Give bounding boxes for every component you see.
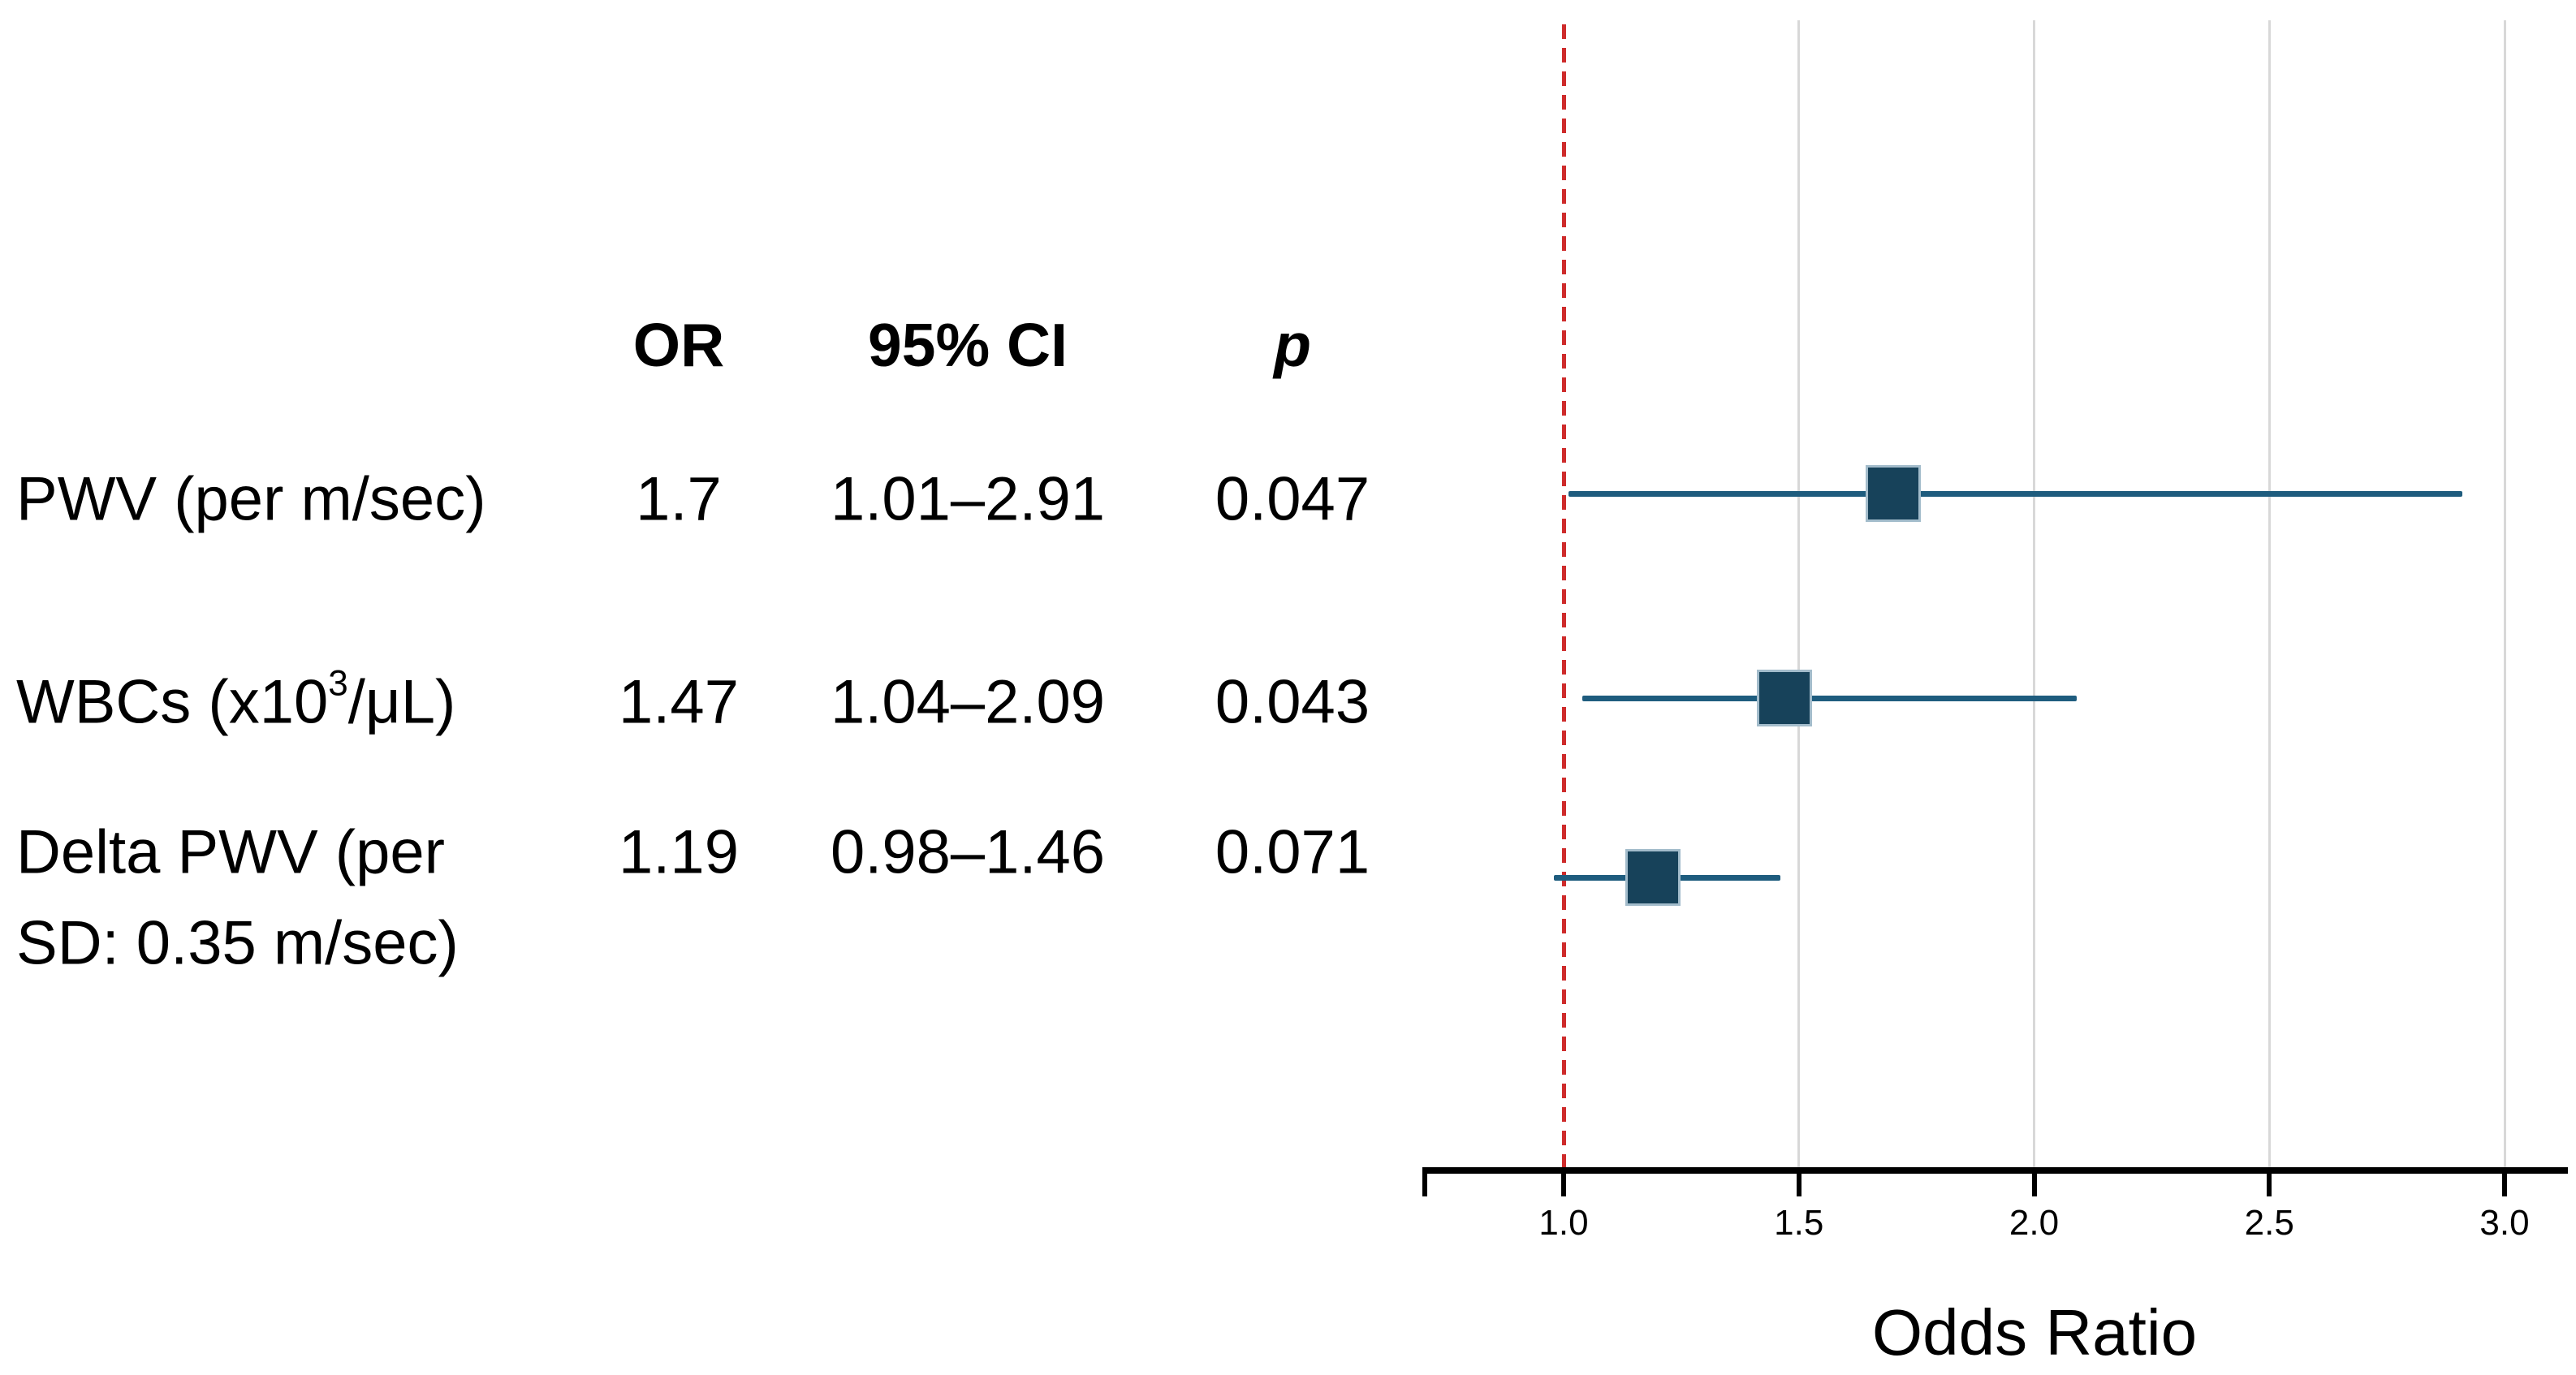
row-label-superscript: 3 bbox=[328, 663, 348, 704]
gridline bbox=[2033, 20, 2035, 1170]
row-label-text: PWV (per m/sec) bbox=[16, 464, 486, 534]
row-label: Delta PWV (per bbox=[16, 817, 445, 888]
or-value: 1.47 bbox=[619, 667, 739, 737]
x-axis-endcap-tick bbox=[1422, 1169, 1427, 1196]
x-tick bbox=[2267, 1169, 2272, 1196]
gridline bbox=[1797, 20, 1801, 1170]
x-tick bbox=[2031, 1169, 2037, 1196]
reference-line bbox=[1561, 24, 1566, 1170]
row-label-text: /μL) bbox=[347, 667, 456, 737]
ci-value: 1.01–2.91 bbox=[830, 464, 1106, 534]
ci-line bbox=[1568, 490, 2462, 497]
gridline bbox=[2503, 20, 2506, 1170]
p-value: 0.047 bbox=[1215, 464, 1370, 534]
or-marker bbox=[1625, 849, 1681, 906]
ci-value: 1.04–2.09 bbox=[830, 667, 1106, 737]
ci-line bbox=[1582, 695, 2077, 701]
x-tick-label: 1.0 bbox=[1538, 1203, 1589, 1243]
row-label-text: Delta PWV (per bbox=[16, 817, 445, 887]
x-tick-label: 3.0 bbox=[2479, 1203, 2530, 1243]
table-header-p: p bbox=[1274, 311, 1311, 379]
x-tick-label: 1.5 bbox=[1774, 1203, 1824, 1243]
x-tick-label: 2.5 bbox=[2244, 1203, 2294, 1243]
row-label: PWV (per m/sec) bbox=[16, 464, 486, 535]
or-marker bbox=[1865, 465, 1921, 522]
x-tick-label: 2.0 bbox=[2009, 1203, 2060, 1243]
or-marker bbox=[1757, 670, 1813, 726]
x-tick bbox=[1796, 1169, 1801, 1196]
p-value: 0.071 bbox=[1215, 817, 1370, 887]
or-value: 1.7 bbox=[636, 464, 722, 534]
gridline bbox=[2267, 20, 2271, 1170]
table-header-ci: 95% CI bbox=[868, 311, 1068, 379]
x-axis-line bbox=[1422, 1167, 2568, 1174]
row-label-text: WBCs (x10 bbox=[16, 667, 329, 737]
table-header-or: OR bbox=[632, 311, 725, 379]
row-label: WBCs (x103/μL) bbox=[16, 666, 456, 738]
row-label-text: SD: 0.35 m/sec) bbox=[16, 908, 459, 978]
p-value: 0.043 bbox=[1215, 667, 1370, 737]
or-value: 1.19 bbox=[619, 817, 739, 887]
ci-value: 0.98–1.46 bbox=[830, 817, 1106, 887]
x-tick bbox=[2502, 1169, 2507, 1196]
row-label: SD: 0.35 m/sec) bbox=[16, 908, 459, 979]
x-axis-title: Odds Ratio bbox=[1871, 1296, 2198, 1369]
x-tick bbox=[1561, 1169, 1566, 1196]
